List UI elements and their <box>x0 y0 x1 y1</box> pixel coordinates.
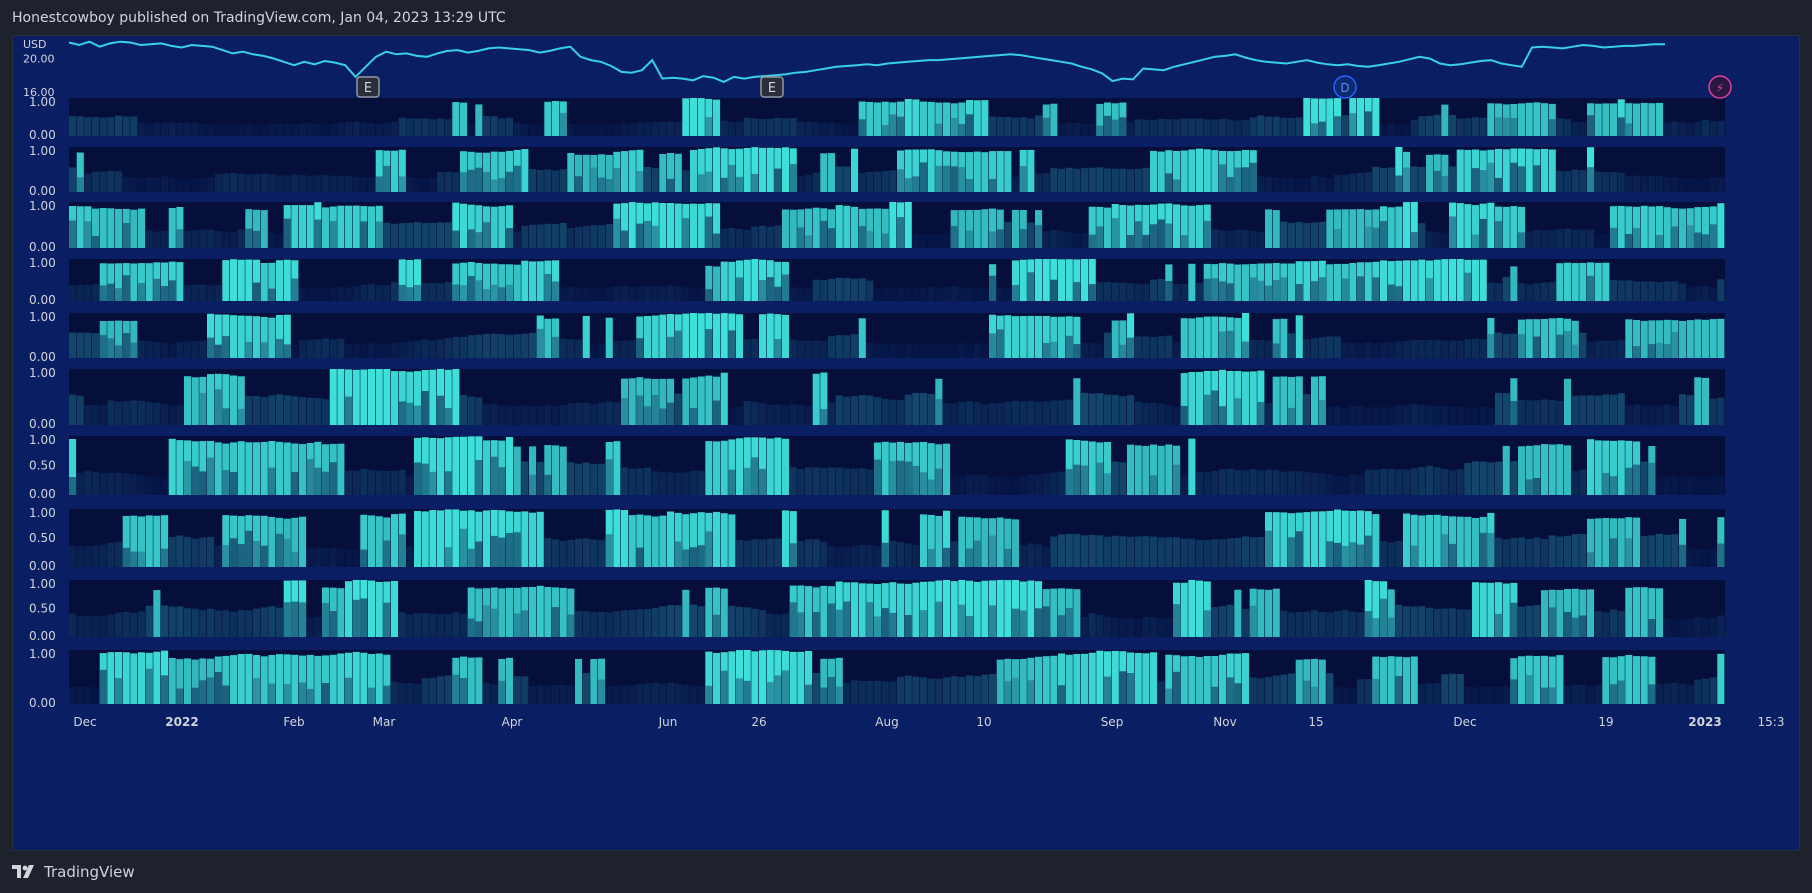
price-tick-label: 16.00 <box>23 86 55 99</box>
chart-area[interactable]: E E D ⚡ USD 20.00 16.00 1.00 0.00 1.00 0.00 1.00 0.… <box>12 35 1800 851</box>
x-tick-label: 15 <box>1308 715 1323 729</box>
event-marker-dividend[interactable]: D <box>1333 75 1357 99</box>
x-tick-label: Nov <box>1213 715 1236 729</box>
heatmap-pane-6 <box>69 369 1725 425</box>
x-tick-label: 15:3 <box>1758 715 1785 729</box>
pane-tick-label: 1.00 <box>29 366 56 380</box>
pane-tick-label: 0.50 <box>29 531 56 545</box>
pane-tick-label: 1.00 <box>29 310 56 324</box>
pane-tick-label: 1.00 <box>29 433 56 447</box>
heatmap-pane-4 <box>69 259 1725 301</box>
price-line <box>68 40 1665 83</box>
x-tick-label: Mar <box>373 715 396 729</box>
pane-tick-label: 0.50 <box>29 602 56 616</box>
svg-text:E: E <box>364 81 372 96</box>
pane-tick-label: 0.00 <box>29 487 56 501</box>
x-tick-label: 2022 <box>165 715 198 729</box>
pane-tick-label: 1.00 <box>29 647 56 661</box>
pane-tick-label: 0.00 <box>29 293 56 307</box>
axis-labels: USD20.0016.001.000.001.000.001.000.001.0… <box>23 38 1784 729</box>
heatmap-pane-8 <box>69 509 1725 567</box>
tradingview-logo-icon <box>12 865 34 878</box>
x-tick-label: Dec <box>73 715 96 729</box>
pane-tick-label: 1.00 <box>29 506 56 520</box>
pane-tick-label: 0.00 <box>29 629 56 643</box>
svg-text:E: E <box>768 81 776 96</box>
pane-tick-label: 1.00 <box>29 199 56 213</box>
pane-tick-label: 0.50 <box>29 459 56 473</box>
pane-tick-label: 0.00 <box>29 696 56 710</box>
heatmap-pane-2 <box>69 147 1725 192</box>
x-tick-label: Feb <box>283 715 304 729</box>
x-tick-label: Aug <box>875 715 898 729</box>
pane-tick-label: 0.00 <box>29 128 56 142</box>
pane-tick-label: 1.00 <box>29 144 56 158</box>
pane-tick-label: 0.00 <box>29 350 56 364</box>
event-marker-earnings[interactable]: E <box>760 76 784 98</box>
price-tick-label: 20.00 <box>23 52 55 65</box>
heatmap-pane-3 <box>69 202 1725 248</box>
event-marker-split[interactable]: ⚡ <box>1708 75 1732 99</box>
event-marker-earnings[interactable]: E <box>356 76 380 98</box>
heatmap-pane-1 <box>69 98 1725 136</box>
pane-tick-label: 1.00 <box>29 95 56 109</box>
pane-tick-label: 0.00 <box>29 559 56 573</box>
pane-tick-label: 1.00 <box>29 577 56 591</box>
heatmap-pane-9 <box>69 580 1725 637</box>
publish-header: Honestcowboy published on TradingView.co… <box>12 10 506 26</box>
heatmap-pane-10 <box>69 650 1725 704</box>
pane-tick-label: 1.00 <box>29 256 56 270</box>
svg-text:D: D <box>1340 81 1349 95</box>
x-tick-label: 19 <box>1598 715 1613 729</box>
price-layer <box>68 40 1665 83</box>
currency-label: USD <box>23 38 47 51</box>
heatmap-layer <box>69 98 1725 704</box>
footer-brand: TradingView <box>44 863 135 881</box>
heatmap-pane-7 <box>69 436 1725 495</box>
footer: TradingView <box>12 862 135 882</box>
x-tick-label: Jun <box>658 715 678 729</box>
svg-text:⚡: ⚡ <box>1716 81 1724 95</box>
heatmap-pane-5 <box>69 313 1725 358</box>
pane-tick-label: 0.00 <box>29 240 56 254</box>
x-tick-label: Apr <box>502 715 523 729</box>
x-tick-label: 10 <box>976 715 991 729</box>
x-tick-label: 2023 <box>1688 715 1721 729</box>
pane-tick-label: 0.00 <box>29 184 56 198</box>
x-tick-label: Dec <box>1453 715 1476 729</box>
pane-tick-label: 0.00 <box>29 417 56 431</box>
chart-canvas[interactable]: E E D ⚡ USD20.0016.001.000.001.000.001.000.… <box>13 36 1799 850</box>
x-tick-label: Sep <box>1101 715 1124 729</box>
event-markers[interactable]: E E D ⚡ <box>356 75 1732 99</box>
x-tick-label: 26 <box>751 715 766 729</box>
